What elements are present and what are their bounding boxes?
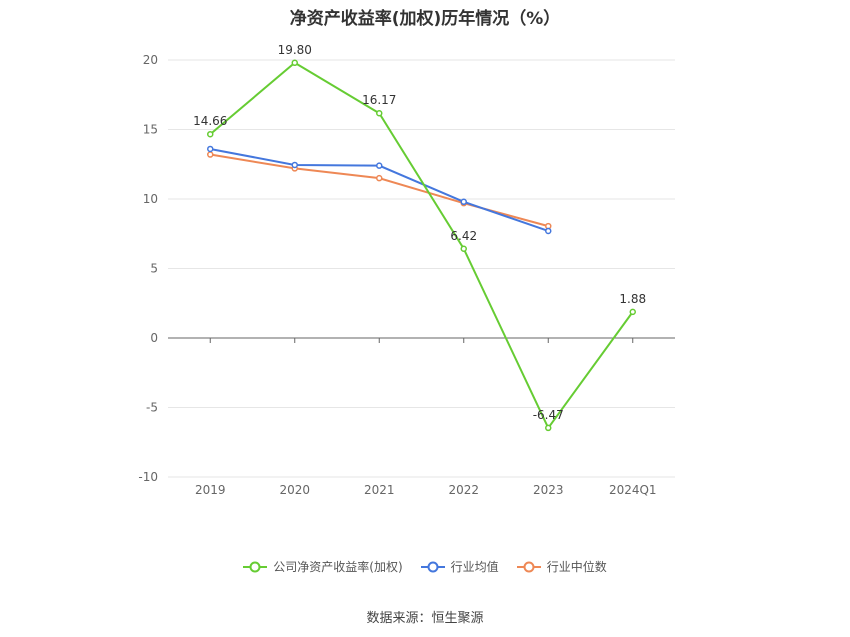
data-point[interactable]: [460, 245, 467, 253]
data-point[interactable]: [291, 161, 298, 169]
data-label: 6.42: [450, 229, 477, 243]
data-point[interactable]: [629, 308, 636, 316]
data-labels: 14.66 19.80 16.17 6.42 -6.47 1.88: [193, 43, 646, 422]
y-tick-label: 0: [150, 331, 158, 345]
legend-item[interactable]: 行业均值: [420, 558, 499, 575]
data-point[interactable]: [207, 151, 214, 158]
x-tick-label: 2022: [448, 483, 479, 497]
series-lines: [207, 59, 636, 432]
data-point[interactable]: [207, 130, 214, 138]
legend-line-circle-icon: [420, 561, 445, 572]
series-line: [210, 147, 549, 232]
data-label: 16.17: [362, 93, 396, 107]
grid-lines: [168, 59, 675, 478]
x-tick-label: 2019: [195, 483, 226, 497]
data-point[interactable]: [207, 145, 214, 153]
data-label: 19.80: [278, 43, 312, 57]
legend: 公司净资产收益率(加权) 行业均值 行业中位数: [0, 558, 850, 575]
data-point[interactable]: [545, 424, 552, 432]
legend-label: 行业中位数: [546, 560, 607, 574]
data-point[interactable]: [376, 162, 383, 169]
y-tick-label: 5: [150, 262, 158, 276]
axes: -10 -5 0 5 10 15 20 2019 2020 2021 2022 2023 2024Q1: [138, 53, 675, 497]
data-label: 14.66: [193, 114, 227, 128]
legend-item[interactable]: 公司净资产收益率(加权): [243, 558, 403, 575]
source-note: 数据来源：恒生聚源: [366, 611, 484, 626]
legend-label: 公司净资产收益率(加权): [273, 560, 403, 574]
data-label: -6.47: [533, 408, 564, 422]
data-point[interactable]: [376, 174, 383, 182]
y-tick-label: 10: [143, 192, 158, 206]
legend-line-circle-icon: [243, 561, 268, 572]
x-tick-label: 2021: [364, 483, 395, 497]
data-point[interactable]: [376, 109, 383, 117]
data-point[interactable]: [545, 227, 552, 235]
chart-title: 净资产收益率(加权)历年情况（%）: [289, 9, 561, 29]
x-tick-label: 2023: [533, 483, 564, 497]
legend-label: 行业均值: [450, 560, 499, 574]
x-tick-label: 2020: [279, 483, 310, 497]
legend-line-circle-icon: [516, 561, 541, 572]
y-tick-label: 15: [143, 123, 158, 137]
legend-item[interactable]: 行业中位数: [516, 558, 607, 575]
data-point[interactable]: [460, 198, 467, 206]
x-tick-label: 2024Q1: [609, 483, 657, 497]
y-tick-label: -10: [138, 470, 158, 484]
data-point[interactable]: [291, 59, 298, 67]
series-line: [209, 61, 634, 430]
data-label: 1.88: [619, 292, 646, 306]
y-tick-label: 20: [143, 53, 158, 67]
y-tick-label: -5: [146, 401, 158, 415]
